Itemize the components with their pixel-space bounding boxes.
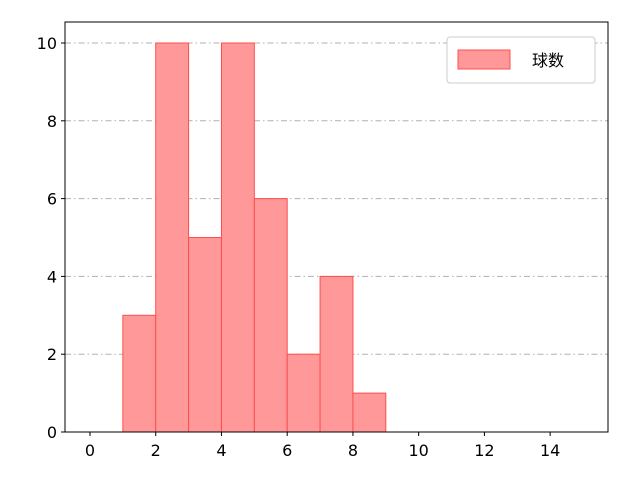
histogram-bar bbox=[319, 275, 354, 433]
y-tick-label: 2 bbox=[47, 345, 57, 364]
histogram-bar bbox=[286, 353, 321, 433]
x-tick-label: 12 bbox=[474, 441, 494, 460]
y-tick-label: 4 bbox=[47, 267, 57, 286]
y-tick-label: 8 bbox=[47, 112, 57, 131]
histogram-bar bbox=[188, 237, 222, 433]
x-tick-label: 14 bbox=[540, 441, 560, 460]
plot-frame bbox=[64, 21, 609, 433]
x-tick-label: 6 bbox=[282, 441, 292, 460]
histogram-bar bbox=[253, 198, 288, 433]
legend-swatch bbox=[457, 49, 511, 70]
histogram-bar bbox=[220, 42, 255, 433]
bars bbox=[122, 42, 387, 433]
y-tick-label: 0 bbox=[47, 423, 57, 442]
x-tick-label: 2 bbox=[151, 441, 161, 460]
histogram-bar bbox=[352, 392, 387, 433]
legend-box bbox=[446, 36, 596, 84]
x-tick-label: 10 bbox=[408, 441, 428, 460]
legend-label: 球数 bbox=[532, 51, 564, 70]
x-axis: 0 2 4 6 8 10 12 14 bbox=[85, 432, 560, 460]
y-tick-label: 6 bbox=[47, 190, 57, 209]
x-tick-label: 8 bbox=[348, 441, 358, 460]
x-tick-label: 0 bbox=[85, 441, 95, 460]
histogram-bar bbox=[122, 314, 157, 433]
y-tick-label: 10 bbox=[37, 34, 57, 53]
histogram-bar bbox=[155, 42, 190, 433]
legend: 球数 bbox=[446, 36, 596, 84]
x-tick-label: 4 bbox=[216, 441, 226, 460]
y-axis: 0 2 4 6 8 10 bbox=[37, 34, 65, 442]
